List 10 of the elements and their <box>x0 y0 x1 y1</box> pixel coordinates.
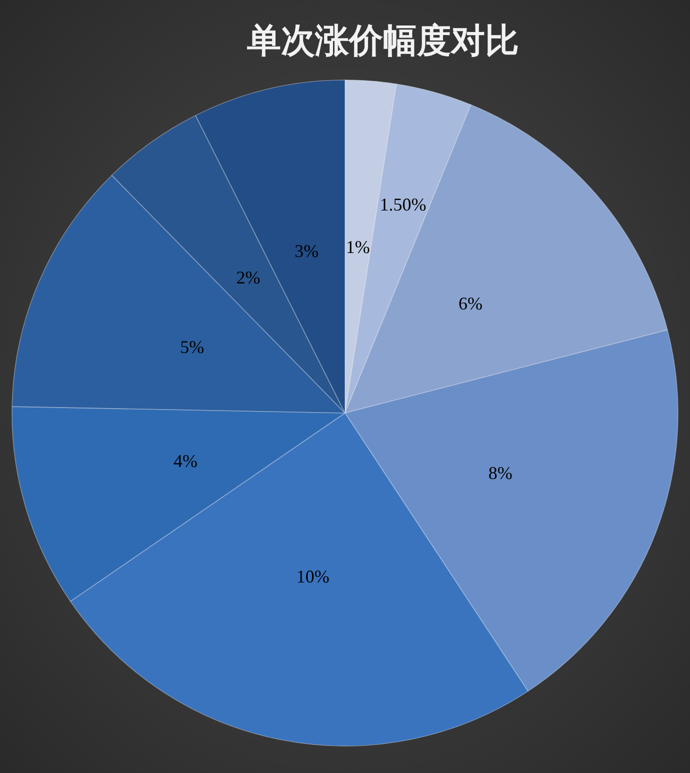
data-label: 1.50% <box>380 194 426 214</box>
data-label: 6% <box>458 294 482 314</box>
data-label: 10% <box>296 566 330 586</box>
data-label: 2% <box>236 268 260 288</box>
chart-title: 单次涨价幅度对比 <box>246 21 519 61</box>
data-label: 5% <box>180 337 204 358</box>
data-label: 8% <box>488 462 512 483</box>
data-label: 3% <box>294 240 319 261</box>
data-label: 4% <box>173 450 198 471</box>
data-label: 1% <box>346 237 370 257</box>
